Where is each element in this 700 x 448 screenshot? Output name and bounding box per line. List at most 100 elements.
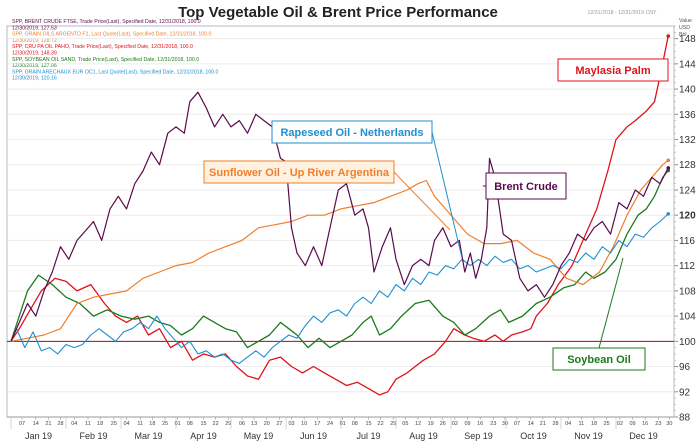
y-tick-label: 92 <box>679 387 691 398</box>
annotation-box-brent <box>485 172 567 200</box>
x-day-label: 30 <box>666 421 672 427</box>
series-header-line: SPP, GRAIN ARECHAUX EUR OC1, Last Quote(… <box>12 69 218 75</box>
x-month-label: Jun 19 <box>300 431 327 441</box>
x-day-label: 29 <box>390 421 396 427</box>
x-day-label: 10 <box>301 421 307 427</box>
series-header-line: SPP, SOYBEAN OIL SAND, Trade Price(Last)… <box>12 57 199 63</box>
series-header-line: 12/30/2019, 127.06 <box>12 63 57 69</box>
x-day-label: 18 <box>97 421 103 427</box>
x-day-label: 09 <box>464 421 470 427</box>
annotation-label-soy: Soybean Oil <box>567 354 631 366</box>
x-day-label: 09 <box>629 421 635 427</box>
x-day-label: 19 <box>428 421 434 427</box>
series-header-line: 12/30/2019, 128.72 <box>12 38 57 44</box>
x-day-label: 23 <box>655 421 661 427</box>
series-header-line: 12/30/2019, 120.16 <box>12 76 57 82</box>
x-day-label: 25 <box>604 421 610 427</box>
annotation-label-sunflower: Sunflower Oil - Up River Argentina <box>209 167 390 179</box>
series-line-1 <box>10 170 669 349</box>
y-tick-label: 128 <box>679 160 696 171</box>
series-header-line: 12/30/2019, 148.39 <box>12 51 57 57</box>
x-day-label: 16 <box>477 421 483 427</box>
x-day-label: 18 <box>591 421 597 427</box>
x-day-label: 25 <box>111 421 117 427</box>
x-month-label: Oct 19 <box>520 431 547 441</box>
series-end-marker <box>666 166 671 170</box>
x-day-label: 20 <box>264 421 270 427</box>
y-tick-label: 144 <box>679 59 696 70</box>
series-header-line: SPP, BRENT CRUDE FTSE, Trade Price(Last)… <box>12 19 201 25</box>
y-tick-label: 132 <box>679 135 696 146</box>
x-month-label: Jan 19 <box>25 431 52 441</box>
y-tick-label: 140 <box>679 85 696 96</box>
x-day-label: 11 <box>137 421 143 427</box>
x-day-label: 02 <box>452 421 458 427</box>
y-tick-label: 148 <box>679 34 696 45</box>
x-day-label: 08 <box>352 421 358 427</box>
x-day-label: 12 <box>415 421 421 427</box>
y-caption-unit: USD <box>679 25 690 31</box>
y-axis: Value USD Bbl 88 92 96 100 104 108 112 116 120 12… <box>674 18 696 424</box>
x-day-label: 07 <box>19 421 25 427</box>
x-month-label: Mar 19 <box>134 431 162 441</box>
x-day-label: 11 <box>85 421 91 427</box>
x-day-label: 01 <box>340 421 346 427</box>
x-day-label: 17 <box>314 421 320 427</box>
y-caption-bbl: Bbl <box>679 32 687 38</box>
annotation-label-palm: Maylasia Palm <box>575 65 650 77</box>
y-tick-label: 112 <box>679 261 695 272</box>
x-day-label: 11 <box>578 421 584 427</box>
series-line-4 <box>10 91 669 342</box>
y-tick-label: 104 <box>679 312 696 323</box>
x-day-label: 23 <box>490 421 496 427</box>
y-tick-label: 88 <box>679 413 691 424</box>
x-day-label: 06 <box>239 421 245 427</box>
x-month-label: Jul 19 <box>356 431 380 441</box>
x-day-label: 25 <box>162 421 168 427</box>
series-header-lines: SPP, BRENT CRUDE FTSE, Trade Price(Last)… <box>12 19 218 82</box>
x-day-label: 14 <box>33 421 39 427</box>
x-month-label: Feb 19 <box>79 431 107 441</box>
series-end-marker <box>666 158 671 163</box>
x-day-label: 13 <box>251 421 257 427</box>
y-tick-label: 100 <box>679 337 696 348</box>
x-day-label: 21 <box>45 421 51 427</box>
x-month-label: Nov 19 <box>574 431 603 441</box>
y-tick-label: 120 <box>679 211 696 222</box>
x-month-label: Dec 19 <box>629 431 658 441</box>
annotation-leader-rapeseed <box>431 131 463 259</box>
x-day-label: 21 <box>540 421 546 427</box>
x-day-label: 30 <box>502 421 508 427</box>
x-day-label: 28 <box>552 421 558 427</box>
x-day-label: 16 <box>642 421 648 427</box>
x-day-label: 28 <box>57 421 63 427</box>
annotation-label-rapeseed: Rapeseed Oil - Netherlands <box>280 127 423 139</box>
annotation-box-palm <box>557 58 669 82</box>
x-day-label: 22 <box>213 421 219 427</box>
x-day-label: 22 <box>378 421 384 427</box>
x-day-label: 27 <box>276 421 282 427</box>
y-tick-label: 116 <box>679 236 695 247</box>
y-tick-label: 108 <box>679 286 696 297</box>
annotation-leader-soy <box>598 257 624 349</box>
x-day-label: 07 <box>514 421 520 427</box>
x-day-label: 29 <box>225 421 231 427</box>
x-day-label: 05 <box>402 421 408 427</box>
annotations: Maylasia Palm Rapeseed Oil - Netherlands B… <box>203 58 669 371</box>
y-tick-label: 96 <box>679 362 691 373</box>
series-header-line: 12/30/2019, 127.53 <box>12 25 57 31</box>
y-caption-value: Value <box>679 18 692 24</box>
x-day-label: 14 <box>528 421 534 427</box>
series-header-line: SPP, CRU PA OIL PAHO, Trade Price(Last),… <box>12 44 193 50</box>
annotation-leader-sunflower <box>393 171 451 231</box>
x-month-label: May 19 <box>244 431 274 441</box>
chart-title: Top Vegetable Oil & Brent Price Performa… <box>178 4 498 21</box>
y-tick-label: 124 <box>679 185 696 196</box>
series-end-marker <box>666 212 671 216</box>
x-day-label: 26 <box>440 421 446 427</box>
x-day-label: 04 <box>71 421 77 427</box>
series-line-3 <box>10 213 669 364</box>
x-axis: 07 14 21 28 04 11 18 25 04 11 18 25 01 08 15 22 29 06 13 20… <box>7 416 674 441</box>
